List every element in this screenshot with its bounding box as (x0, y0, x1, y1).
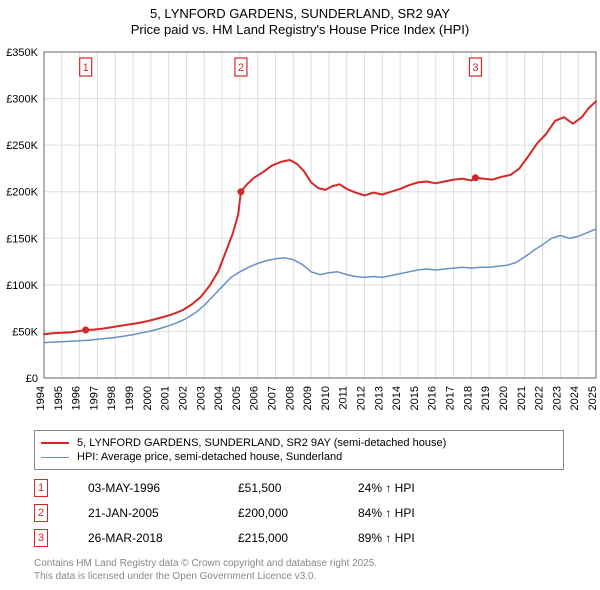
svg-text:2017: 2017 (445, 386, 457, 410)
svg-text:1994: 1994 (35, 386, 47, 410)
legend-item: 5, LYNFORD GARDENS, SUNDERLAND, SR2 9AY … (41, 437, 557, 449)
svg-text:£250K: £250K (6, 140, 38, 152)
svg-text:2012: 2012 (356, 386, 368, 410)
marker-row: 2 21-JAN-2005£200,00084% ↑ HPI (34, 504, 564, 522)
svg-text:1998: 1998 (106, 386, 118, 410)
svg-text:2011: 2011 (338, 386, 350, 410)
svg-text:£300K: £300K (6, 94, 38, 106)
attribution-line2: This data is licensed under the Open Gov… (34, 571, 377, 584)
svg-text:2024: 2024 (569, 386, 581, 410)
attribution: Contains HM Land Registry data © Crown c… (34, 558, 377, 583)
svg-text:2019: 2019 (480, 386, 492, 410)
marker-row: 3 26-MAR-2018£215,00089% ↑ HPI (34, 529, 564, 547)
svg-text:£100K: £100K (6, 280, 38, 292)
legend-item: HPI: Average price, semi-detached house,… (41, 451, 557, 463)
svg-text:£200K: £200K (6, 187, 38, 199)
legend-swatch (41, 457, 69, 458)
attribution-line1: Contains HM Land Registry data © Crown c… (34, 558, 377, 571)
legend-label: 5, LYNFORD GARDENS, SUNDERLAND, SR2 9AY … (77, 437, 446, 449)
marker-badge: 3 (34, 529, 48, 547)
chart-plot: £0 £50K £100K £150K £200K £250K £300K £350K 1994… (0, 46, 600, 428)
svg-text:2: 2 (238, 62, 244, 74)
title-address: 5, LYNFORD GARDENS, SUNDERLAND, SR2 9AY (0, 6, 600, 22)
marker-price: £215,000 (238, 531, 358, 545)
svg-text:2006: 2006 (249, 386, 261, 410)
marker-row: 1 03-MAY-1996£51,50024% ↑ HPI (34, 479, 564, 497)
marker-date: 21-JAN-2005 (88, 506, 238, 520)
legend: 5, LYNFORD GARDENS, SUNDERLAND, SR2 9AY … (34, 430, 564, 470)
svg-text:2001: 2001 (160, 386, 172, 410)
svg-text:1: 1 (83, 62, 89, 74)
marker-delta: 84% ↑ HPI (358, 506, 478, 520)
chart-svg: £0 £50K £100K £150K £200K £250K £300K £350K 1994… (0, 46, 600, 428)
svg-text:£150K: £150K (6, 233, 38, 245)
svg-text:3: 3 (472, 62, 478, 74)
svg-text:2002: 2002 (177, 386, 189, 410)
svg-text:2003: 2003 (195, 386, 207, 410)
title-subtitle: Price paid vs. HM Land Registry's House … (0, 22, 600, 38)
svg-text:2009: 2009 (302, 386, 314, 410)
chart-title: 5, LYNFORD GARDENS, SUNDERLAND, SR2 9AY … (0, 0, 600, 39)
svg-text:2014: 2014 (391, 386, 403, 410)
svg-text:1996: 1996 (71, 386, 83, 410)
svg-text:£50K: £50K (12, 326, 38, 338)
legend-swatch (41, 442, 69, 444)
svg-text:2021: 2021 (516, 386, 528, 410)
marker-badge: 2 (34, 504, 48, 522)
marker-badge: 1 (34, 479, 48, 497)
svg-text:2010: 2010 (320, 386, 332, 410)
svg-text:2020: 2020 (498, 386, 510, 410)
svg-text:2023: 2023 (551, 386, 563, 410)
marker-price: £51,500 (238, 481, 358, 495)
svg-text:2016: 2016 (427, 386, 439, 410)
marker-date: 03-MAY-1996 (88, 481, 238, 495)
marker-delta: 89% ↑ HPI (358, 531, 478, 545)
svg-text:2000: 2000 (142, 386, 154, 410)
svg-text:2013: 2013 (373, 386, 385, 410)
marker-price: £200,000 (238, 506, 358, 520)
svg-text:1999: 1999 (124, 386, 136, 410)
svg-text:2004: 2004 (213, 386, 225, 410)
svg-text:£350K: £350K (6, 47, 38, 59)
svg-text:2025: 2025 (587, 386, 599, 410)
svg-text:2018: 2018 (462, 386, 474, 410)
marker-date: 26-MAR-2018 (88, 531, 238, 545)
svg-text:2022: 2022 (534, 386, 546, 410)
svg-text:2008: 2008 (284, 386, 296, 410)
chart-container: { "title": { "line1": "5, LYNFORD GARDEN… (0, 0, 600, 590)
svg-text:1995: 1995 (53, 386, 65, 410)
legend-label: HPI: Average price, semi-detached house,… (77, 451, 342, 463)
svg-text:£0: £0 (26, 373, 38, 385)
svg-text:2015: 2015 (409, 386, 421, 410)
marker-list: 1 03-MAY-1996£51,50024% ↑ HPI 2 21-JAN-2005… (34, 472, 564, 554)
marker-delta: 24% ↑ HPI (358, 481, 478, 495)
svg-text:2007: 2007 (266, 386, 278, 410)
svg-text:1997: 1997 (88, 386, 100, 410)
svg-text:2005: 2005 (231, 386, 243, 410)
